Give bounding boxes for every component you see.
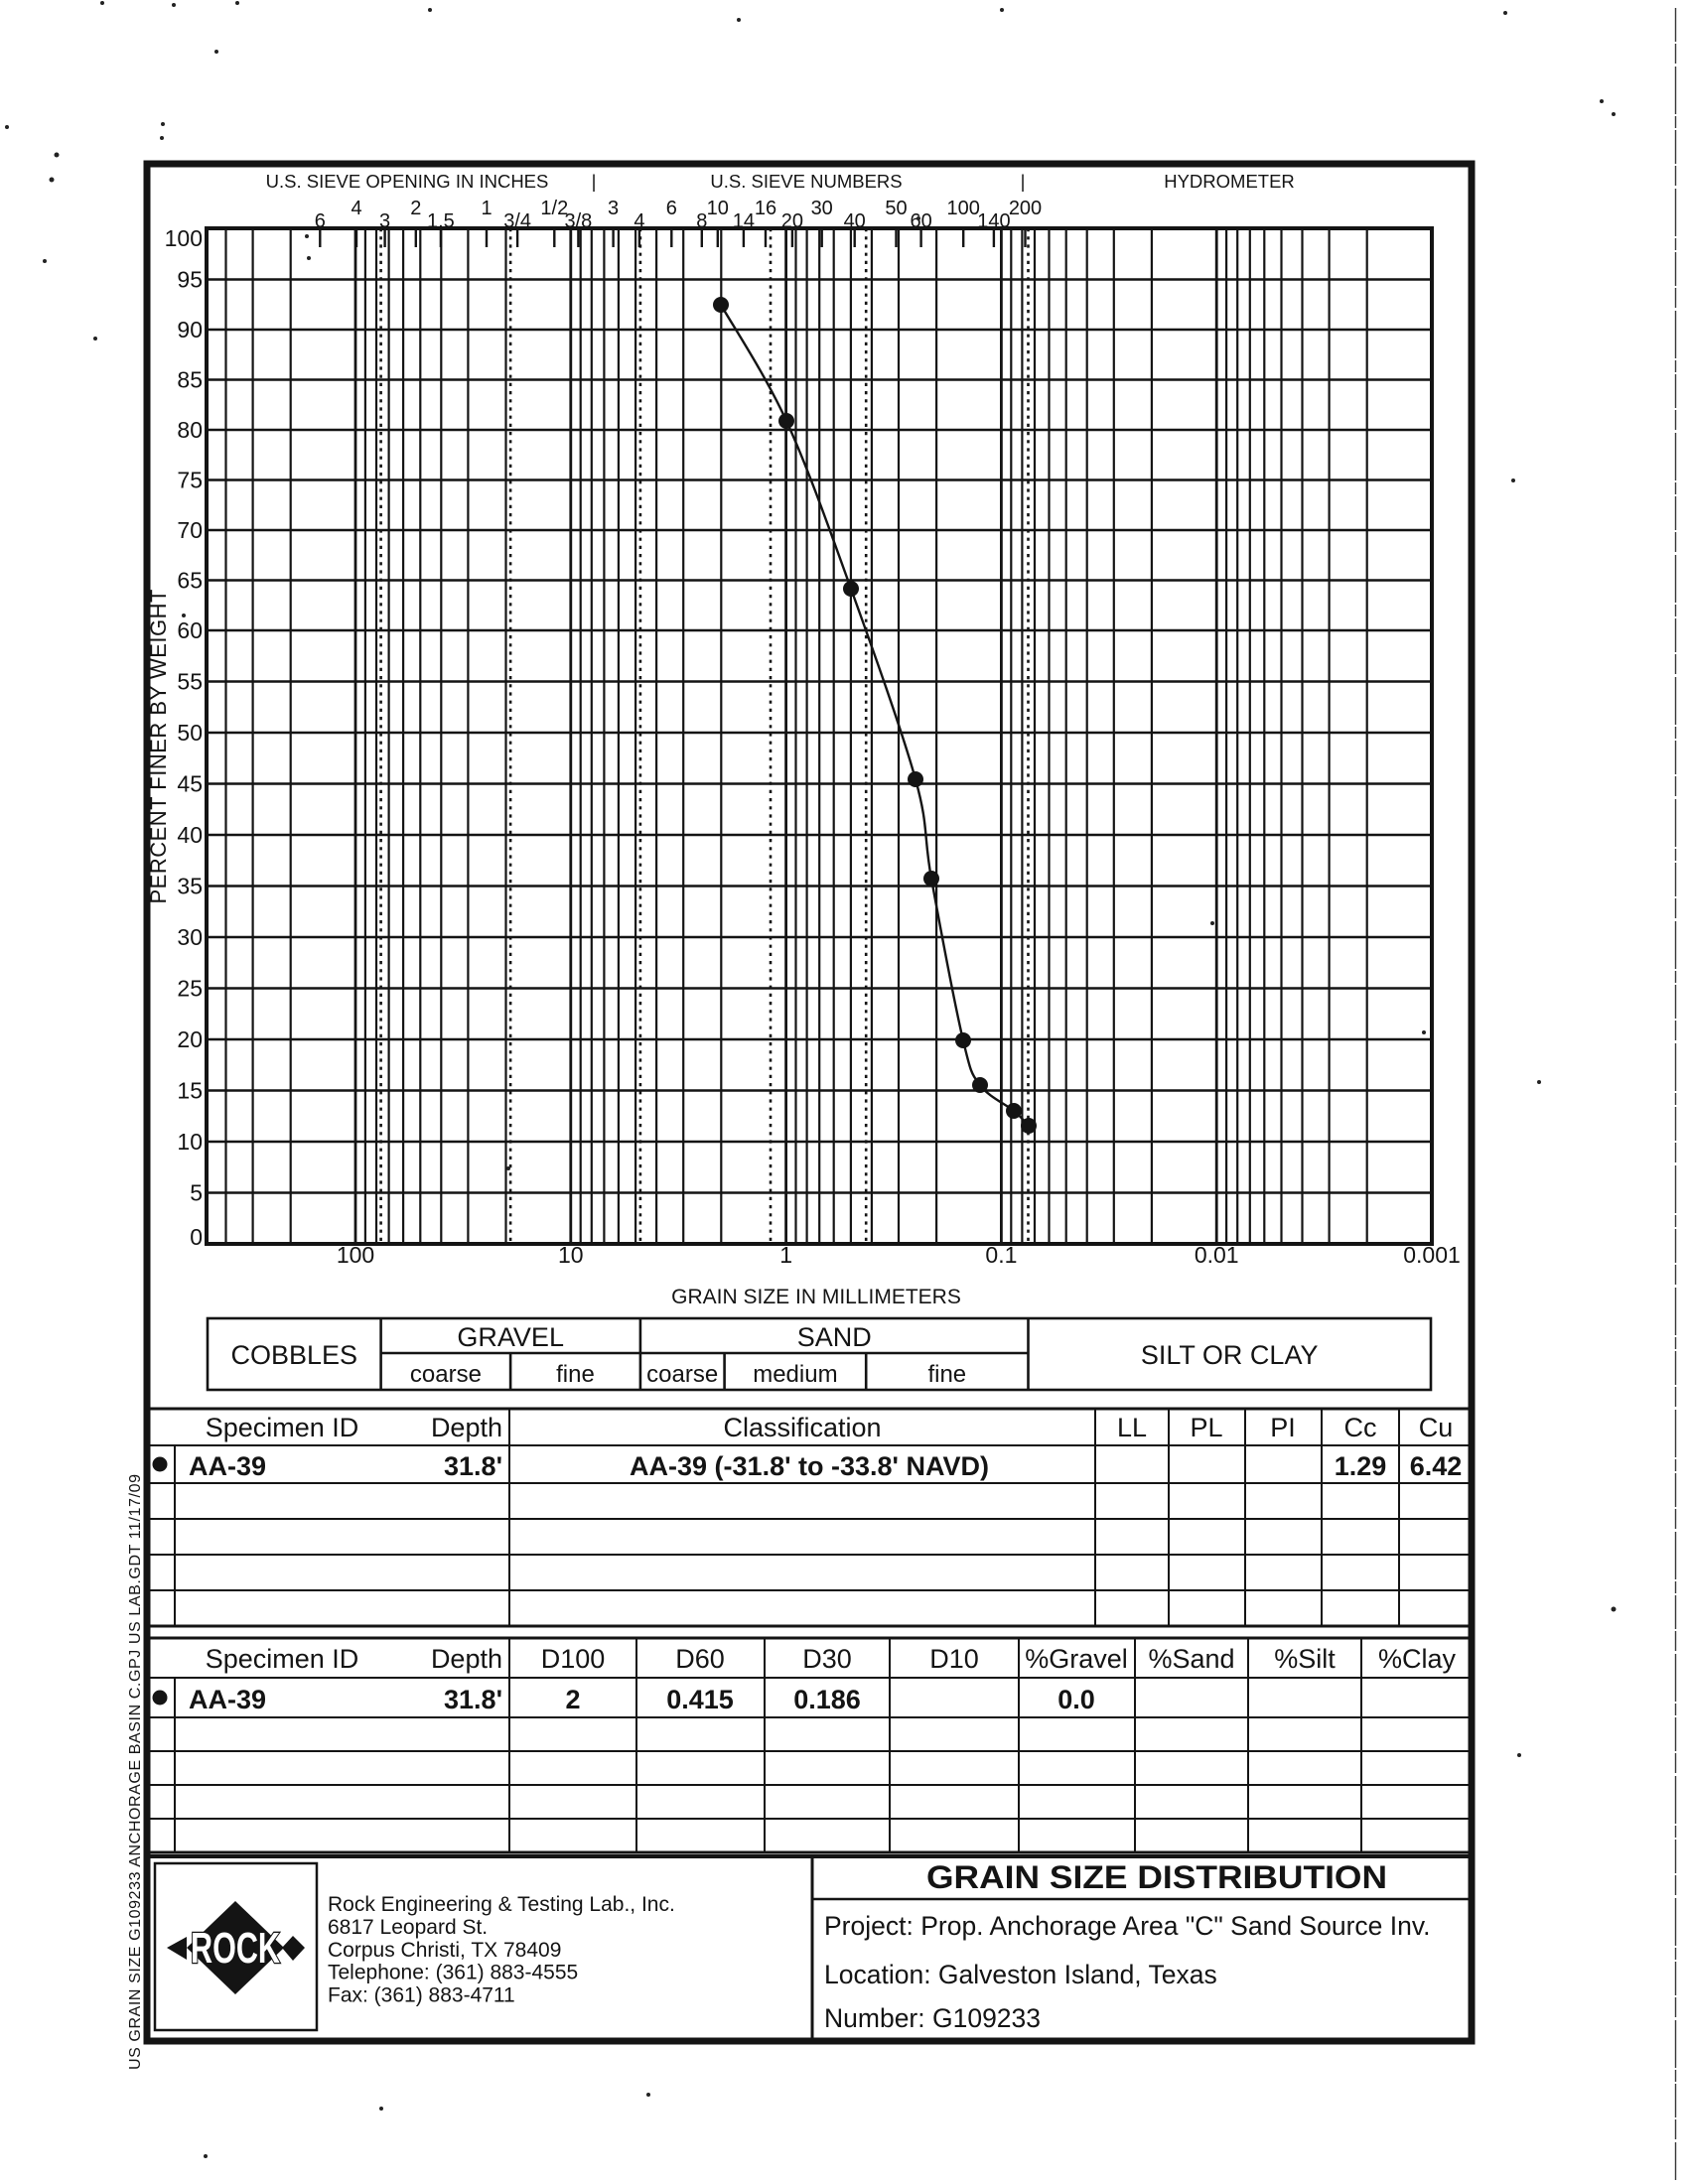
- svg-text:0: 0: [190, 1224, 203, 1250]
- svg-text:40: 40: [177, 822, 203, 848]
- svg-text:PERCENT FINER BY WEIGHT: PERCENT FINER BY WEIGHT: [146, 590, 171, 904]
- svg-text:%Gravel: %Gravel: [1025, 1644, 1128, 1674]
- svg-text:Cc: Cc: [1344, 1413, 1377, 1442]
- svg-text:85: 85: [177, 367, 203, 393]
- svg-text:8: 8: [696, 210, 707, 232]
- svg-text:COBBLES: COBBLES: [231, 1340, 358, 1370]
- svg-text:HYDROMETER: HYDROMETER: [1164, 171, 1295, 192]
- svg-text:%Sand: %Sand: [1148, 1644, 1234, 1674]
- svg-text:GRAIN SIZE IN MILLIMETERS: GRAIN SIZE IN MILLIMETERS: [671, 1286, 961, 1308]
- svg-text:PL: PL: [1190, 1413, 1222, 1442]
- svg-text:0.186: 0.186: [793, 1685, 861, 1714]
- svg-text:6: 6: [315, 210, 326, 232]
- svg-text:4: 4: [634, 210, 644, 232]
- svg-text:3: 3: [379, 210, 390, 232]
- svg-text:60: 60: [177, 617, 203, 643]
- svg-text:0.415: 0.415: [666, 1685, 734, 1714]
- svg-text:1.29: 1.29: [1335, 1451, 1387, 1481]
- svg-text:45: 45: [177, 771, 203, 797]
- svg-text:U.S. SIEVE OPENING IN INCHES: U.S. SIEVE OPENING IN INCHES: [266, 171, 549, 192]
- svg-text:55: 55: [177, 669, 203, 695]
- svg-text:|: |: [592, 171, 597, 192]
- svg-text:5: 5: [190, 1180, 203, 1206]
- svg-text:fine: fine: [556, 1361, 595, 1388]
- svg-text:GRAVEL: GRAVEL: [457, 1322, 564, 1352]
- svg-text:31.8': 31.8': [444, 1451, 502, 1481]
- svg-text:15: 15: [177, 1078, 203, 1104]
- svg-text:0.1: 0.1: [985, 1242, 1017, 1268]
- svg-text:D60: D60: [675, 1644, 725, 1674]
- svg-text:Corpus Christi, TX 78409: Corpus Christi, TX 78409: [328, 1939, 561, 1962]
- svg-text:70: 70: [177, 517, 203, 543]
- svg-text:LL: LL: [1117, 1413, 1147, 1442]
- svg-text:coarse: coarse: [646, 1361, 718, 1388]
- svg-text:%Clay: %Clay: [1378, 1644, 1457, 1674]
- svg-text:10: 10: [558, 1242, 584, 1268]
- svg-text:3: 3: [608, 198, 619, 219]
- svg-text:2: 2: [565, 1685, 580, 1714]
- svg-text:50: 50: [177, 720, 203, 746]
- svg-text:30: 30: [177, 924, 203, 950]
- svg-text:Depth: Depth: [431, 1644, 502, 1674]
- svg-text:Rock Engineering & Testing Lab: Rock Engineering & Testing Lab., Inc.: [328, 1893, 675, 1916]
- svg-text:AA-39 (-31.8' to -33.8' NAVD): AA-39 (-31.8' to -33.8' NAVD): [630, 1451, 989, 1481]
- svg-text:ROCK: ROCK: [191, 1924, 280, 1973]
- svg-text:Fax: (361) 883-4711: Fax: (361) 883-4711: [328, 1984, 515, 2007]
- svg-text:35: 35: [177, 874, 203, 899]
- svg-text:Project: Prop. Anchorage Area: Project: Prop. Anchorage Area "C" Sand S…: [824, 1911, 1431, 1941]
- svg-text:D10: D10: [929, 1644, 979, 1674]
- svg-text:16: 16: [755, 198, 776, 219]
- svg-text:1: 1: [481, 198, 492, 219]
- svg-text:65: 65: [177, 568, 203, 594]
- svg-text:1/2: 1/2: [540, 198, 568, 219]
- svg-text:PI: PI: [1270, 1413, 1296, 1442]
- svg-text:%Silt: %Silt: [1274, 1644, 1336, 1674]
- svg-text:25: 25: [177, 976, 203, 1002]
- svg-text:80: 80: [177, 417, 203, 443]
- svg-text:90: 90: [177, 317, 203, 342]
- svg-text:Classification: Classification: [723, 1413, 881, 1442]
- svg-text:SAND: SAND: [797, 1322, 872, 1352]
- svg-text:D30: D30: [802, 1644, 852, 1674]
- svg-text:100: 100: [337, 1242, 374, 1268]
- svg-text:fine: fine: [927, 1361, 966, 1388]
- svg-text:AA-39: AA-39: [189, 1451, 266, 1481]
- svg-text:75: 75: [177, 468, 203, 493]
- svg-text:D100: D100: [541, 1644, 606, 1674]
- svg-text:100: 100: [165, 225, 203, 251]
- svg-text:1: 1: [779, 1242, 792, 1268]
- svg-text:100: 100: [947, 198, 980, 219]
- svg-text:50: 50: [885, 198, 907, 219]
- svg-text:0.01: 0.01: [1195, 1242, 1239, 1268]
- svg-text:200: 200: [1009, 198, 1042, 219]
- svg-text:|: |: [1021, 171, 1026, 192]
- svg-text:Telephone: (361) 883-4555: Telephone: (361) 883-4555: [328, 1962, 578, 1984]
- svg-text:coarse: coarse: [410, 1361, 482, 1388]
- svg-text:0.001: 0.001: [1403, 1242, 1461, 1268]
- svg-text:30: 30: [811, 198, 833, 219]
- svg-text:4: 4: [351, 198, 361, 219]
- svg-text:US GRAIN SIZE G109233 ANCHORA: US GRAIN SIZE G109233 ANCHORAGE BASIN C.…: [127, 1474, 144, 2070]
- svg-text:Number: G109233: Number: G109233: [824, 2003, 1041, 2033]
- svg-text:Cu: Cu: [1419, 1413, 1454, 1442]
- svg-text:SILT OR CLAY: SILT OR CLAY: [1141, 1340, 1319, 1370]
- svg-text:10: 10: [177, 1129, 203, 1155]
- svg-text:U.S. SIEVE NUMBERS: U.S. SIEVE NUMBERS: [710, 171, 902, 192]
- svg-text:2: 2: [410, 198, 421, 219]
- svg-text:AA-39: AA-39: [189, 1685, 266, 1714]
- svg-text:95: 95: [177, 267, 203, 293]
- svg-text:6817 Leopard St.: 6817 Leopard St.: [328, 1916, 488, 1939]
- svg-text:Specimen ID: Specimen ID: [206, 1413, 359, 1442]
- svg-text:6.42: 6.42: [1410, 1451, 1463, 1481]
- svg-text:medium: medium: [753, 1361, 837, 1388]
- svg-text:Depth: Depth: [431, 1413, 502, 1442]
- svg-text:0.0: 0.0: [1057, 1685, 1095, 1714]
- svg-text:31.8': 31.8': [444, 1685, 502, 1714]
- svg-text:Location: Galveston Island, T: Location: Galveston Island, Texas: [824, 1960, 1217, 1989]
- svg-text:Specimen ID: Specimen ID: [206, 1644, 359, 1674]
- svg-text:GRAIN SIZE DISTRIBUTION: GRAIN SIZE DISTRIBUTION: [926, 1859, 1387, 1895]
- svg-text:6: 6: [666, 198, 677, 219]
- svg-text:20: 20: [177, 1026, 203, 1052]
- svg-text:10: 10: [707, 198, 729, 219]
